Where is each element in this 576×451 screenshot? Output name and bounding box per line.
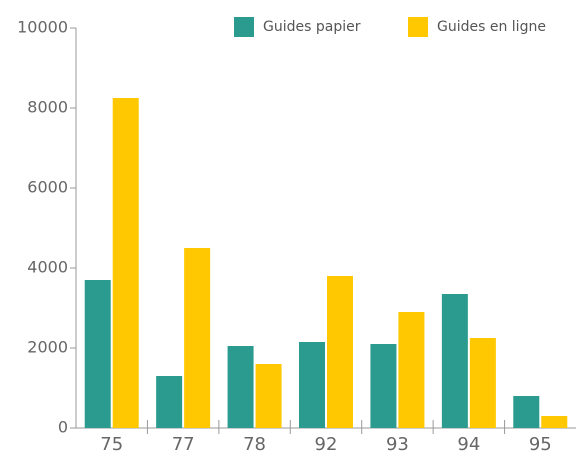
bar	[513, 396, 540, 428]
x-tick-label: 77	[172, 434, 195, 451]
bar	[327, 276, 353, 428]
y-tick-label: 6000	[27, 178, 68, 197]
legend-label: Guides papier	[263, 19, 361, 35]
bar	[469, 338, 496, 428]
y-tick-label: 2000	[27, 338, 68, 357]
bar	[84, 280, 111, 428]
bar	[255, 364, 282, 428]
bar	[184, 248, 211, 428]
bar	[299, 342, 325, 428]
y-tick-label: 8000	[27, 98, 68, 117]
y-tick-label: 0	[58, 418, 68, 437]
bar	[370, 344, 397, 428]
bar	[541, 416, 568, 428]
y-tick-label: 10000	[17, 18, 68, 37]
x-tick-label: 78	[243, 434, 266, 451]
bar	[398, 312, 425, 428]
y-tick-label: 4000	[27, 258, 68, 277]
x-tick-label: 75	[100, 434, 123, 451]
legend-swatch	[408, 17, 428, 37]
x-tick-label: 92	[315, 434, 338, 451]
bar	[227, 346, 254, 428]
legend-label: Guides en ligne	[437, 19, 546, 35]
x-tick-label: 93	[386, 434, 409, 451]
x-tick-label: 95	[529, 434, 552, 451]
x-tick-label: 94	[457, 434, 480, 451]
bar	[156, 376, 183, 428]
bar	[112, 98, 139, 428]
legend-swatch	[234, 17, 254, 37]
bar	[441, 294, 468, 428]
